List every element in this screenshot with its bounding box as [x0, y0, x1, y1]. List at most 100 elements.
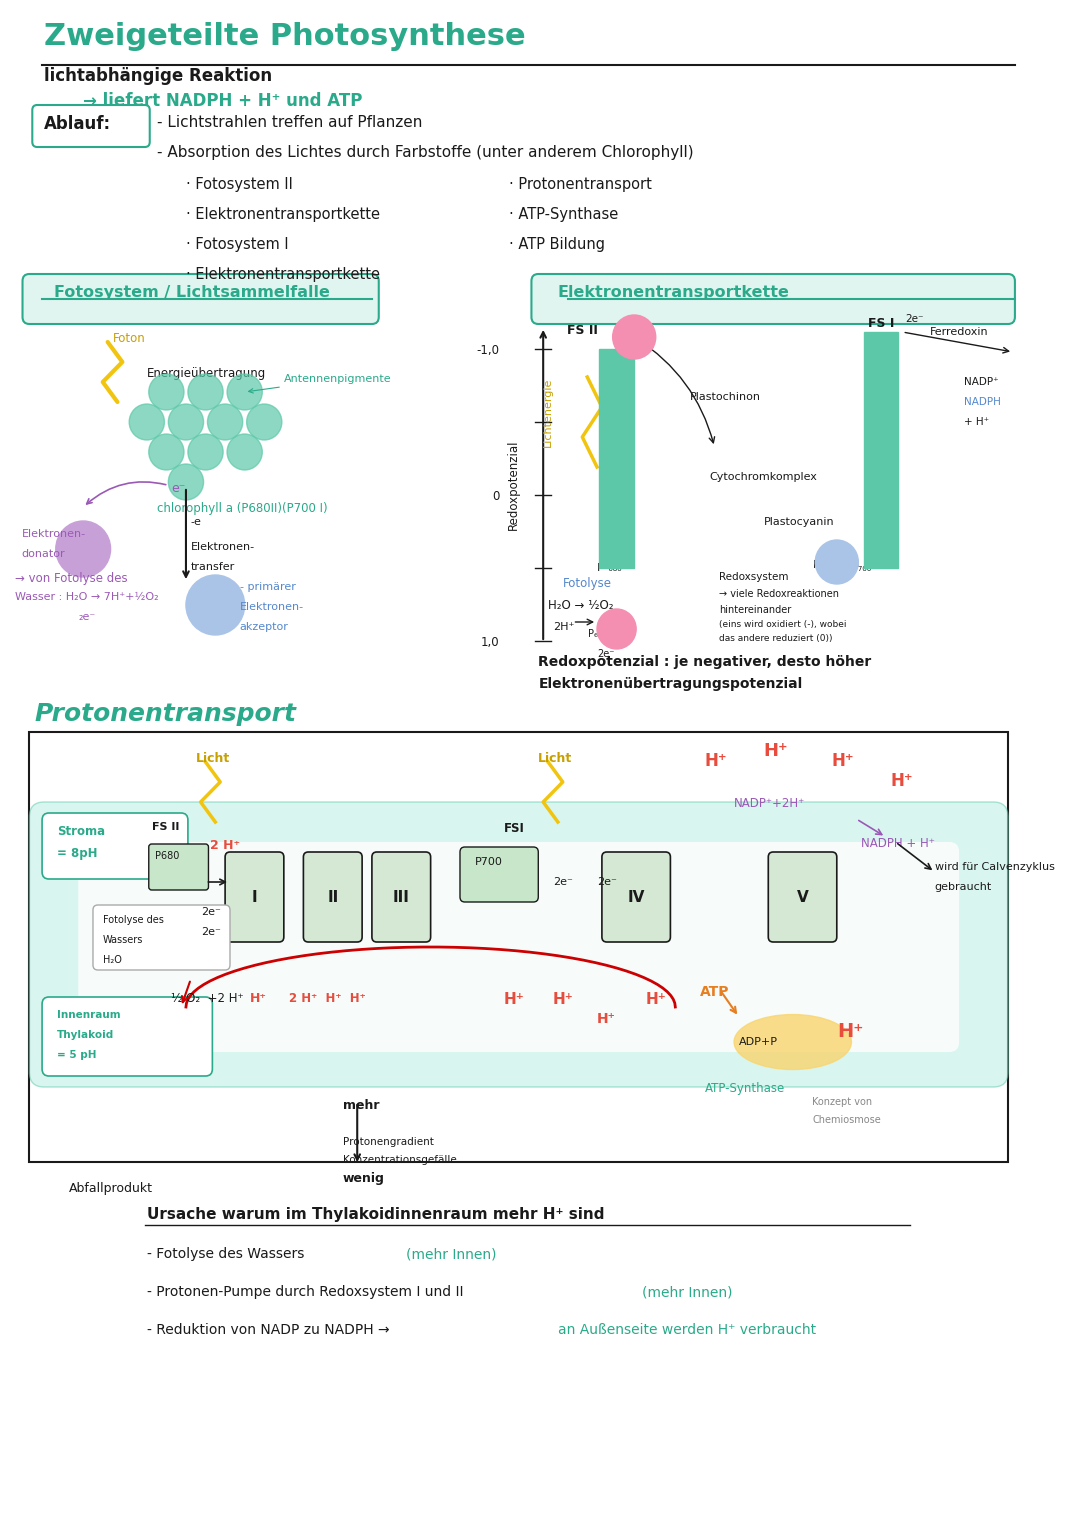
Text: · ATP-Synthase: · ATP-Synthase [509, 208, 618, 221]
Circle shape [130, 405, 164, 440]
Text: - Absorption des Lichtes durch Farbstoffe (unter anderem Chlorophyll): - Absorption des Lichtes durch Farbstoff… [157, 145, 693, 160]
Text: H⁺: H⁺ [597, 1012, 616, 1026]
Text: Fotosystem / Lichtsammelfalle: Fotosystem / Lichtsammelfalle [54, 286, 329, 299]
Circle shape [227, 374, 262, 411]
Text: · ATP Bildung: · ATP Bildung [509, 237, 605, 252]
Circle shape [227, 434, 262, 470]
Text: (mehr Innen): (mehr Innen) [642, 1286, 732, 1299]
Circle shape [815, 541, 859, 583]
Text: H⁺: H⁺ [837, 1022, 863, 1041]
Text: Stroma: Stroma [57, 825, 105, 838]
Text: FS I: FS I [867, 318, 894, 330]
Text: Wassers: Wassers [103, 935, 144, 945]
Circle shape [207, 405, 243, 440]
Text: NADPH: NADPH [964, 397, 1001, 408]
Bar [599, 350, 634, 568]
Text: das andere reduziert (0)): das andere reduziert (0)) [719, 634, 833, 643]
Text: gebraucht: gebraucht [934, 883, 991, 892]
FancyBboxPatch shape [78, 841, 959, 1052]
Text: ATP: ATP [700, 985, 729, 999]
FancyBboxPatch shape [42, 812, 188, 880]
Text: H₂O: H₂O [103, 954, 122, 965]
Text: II: II [327, 890, 338, 906]
Text: Fotolyse: Fotolyse [563, 577, 611, 589]
Text: H⁺: H⁺ [832, 751, 854, 770]
Text: Licht: Licht [195, 751, 230, 765]
Text: ₂e⁻: ₂e⁻ [78, 612, 95, 621]
Text: 2e⁻: 2e⁻ [201, 927, 220, 938]
Text: Redoxpotenzial: Redoxpotenzial [508, 440, 521, 530]
Text: 2H⁺: 2H⁺ [553, 621, 575, 632]
Text: Licht: Licht [538, 751, 572, 765]
Text: Foton: Foton [112, 331, 146, 345]
Text: transfer: transfer [191, 562, 235, 573]
Text: P₆₈₀: P₆₈₀ [589, 629, 606, 638]
Text: P700: P700 [475, 857, 502, 867]
Text: Konzentrationsgefälle: Konzentrationsgefälle [342, 1154, 456, 1165]
Text: Antennenpigmente: Antennenpigmente [248, 374, 391, 392]
Text: H⁺: H⁺ [553, 993, 573, 1006]
Text: III: III [393, 890, 409, 906]
Text: P₇₀₀: P₇₀₀ [851, 563, 872, 573]
Text: FSI: FSI [504, 822, 525, 835]
Text: Chemiosmose: Chemiosmose [812, 1115, 881, 1125]
Text: Redoxsystem: Redoxsystem [719, 573, 788, 582]
Text: 2e⁻: 2e⁻ [597, 876, 617, 887]
Text: Protonentransport: Protonentransport [35, 702, 296, 725]
Text: → von Fotolyse des: → von Fotolyse des [15, 573, 127, 585]
Text: H⁺: H⁺ [704, 751, 727, 770]
Text: H⁺: H⁺ [891, 773, 914, 789]
Text: Redoxpotenzial : je negativer, desto höher: Redoxpotenzial : je negativer, desto höh… [538, 655, 872, 669]
Text: H₂O → ½O₂: H₂O → ½O₂ [548, 599, 613, 612]
Text: NADP⁺: NADP⁺ [964, 377, 999, 386]
Circle shape [597, 609, 636, 649]
Text: (eins wird oxidiert (-), wobei: (eins wird oxidiert (-), wobei [719, 620, 847, 629]
FancyBboxPatch shape [23, 273, 379, 324]
Text: Protonengradient: Protonengradient [342, 1138, 433, 1147]
Text: NADP⁺+2H⁺: NADP⁺+2H⁺ [734, 797, 806, 809]
Circle shape [612, 315, 656, 359]
Text: Elektronen-: Elektronen- [240, 602, 303, 612]
Text: an Außenseite werden H⁺ verbraucht: an Außenseite werden H⁺ verbraucht [558, 1322, 816, 1338]
Text: akzeptor: akzeptor [240, 621, 288, 632]
FancyBboxPatch shape [303, 852, 362, 942]
Text: Ablauf:: Ablauf: [44, 115, 111, 133]
Text: - Lichtstrahlen treffen auf Pflanzen: - Lichtstrahlen treffen auf Pflanzen [157, 115, 422, 130]
Text: hintereinander: hintereinander [719, 605, 792, 615]
Text: IV: IV [627, 890, 645, 906]
Text: 2 H⁺  H⁺  H⁺: 2 H⁺ H⁺ H⁺ [288, 993, 365, 1005]
Text: ADP+P: ADP+P [739, 1037, 778, 1048]
Text: Ferredoxin: Ferredoxin [930, 327, 988, 337]
FancyBboxPatch shape [768, 852, 837, 942]
Circle shape [56, 521, 110, 577]
Text: = 5 pH: = 5 pH [57, 1051, 96, 1060]
Text: Elektronen-: Elektronen- [191, 542, 255, 551]
FancyBboxPatch shape [602, 852, 671, 942]
Text: 2e⁻: 2e⁻ [201, 907, 220, 918]
Text: Wasser : H₂O → 7H⁺+½O₂: Wasser : H₂O → 7H⁺+½O₂ [15, 592, 159, 602]
Text: V: V [797, 890, 809, 906]
Text: 2 H⁺: 2 H⁺ [211, 838, 241, 852]
Text: donator: donator [22, 550, 65, 559]
Text: = 8pH: = 8pH [57, 847, 97, 860]
Text: · Elektronentransportkette: · Elektronentransportkette [186, 267, 380, 282]
Text: FS II: FS II [151, 822, 179, 832]
Text: Lichtenergie: Lichtenergie [543, 377, 553, 447]
Text: + H⁺: + H⁺ [964, 417, 989, 428]
FancyBboxPatch shape [372, 852, 431, 942]
FancyBboxPatch shape [32, 105, 150, 147]
Text: 0: 0 [491, 490, 499, 502]
Text: - Protonen-Pumpe durch Redoxsystem I und II: - Protonen-Pumpe durch Redoxsystem I und… [147, 1286, 468, 1299]
Text: → liefert NADPH + H⁺ und ATP: → liefert NADPH + H⁺ und ATP [83, 92, 363, 110]
FancyBboxPatch shape [93, 906, 230, 970]
Text: Energieübertragung: Energieübertragung [147, 366, 266, 380]
Circle shape [188, 374, 224, 411]
Text: wird für Calvenzyklus: wird für Calvenzyklus [934, 863, 1054, 872]
Text: -1,0: -1,0 [476, 344, 499, 357]
Text: 1,0: 1,0 [481, 637, 499, 649]
Text: ½ O₂  +2 H⁺: ½ O₂ +2 H⁺ [172, 993, 244, 1005]
Text: P680: P680 [154, 851, 179, 861]
Text: H⁺: H⁺ [249, 993, 267, 1005]
Text: Plastocyanin: Plastocyanin [764, 518, 834, 527]
Text: P*₆₈₀: P*₆₈₀ [597, 563, 623, 573]
